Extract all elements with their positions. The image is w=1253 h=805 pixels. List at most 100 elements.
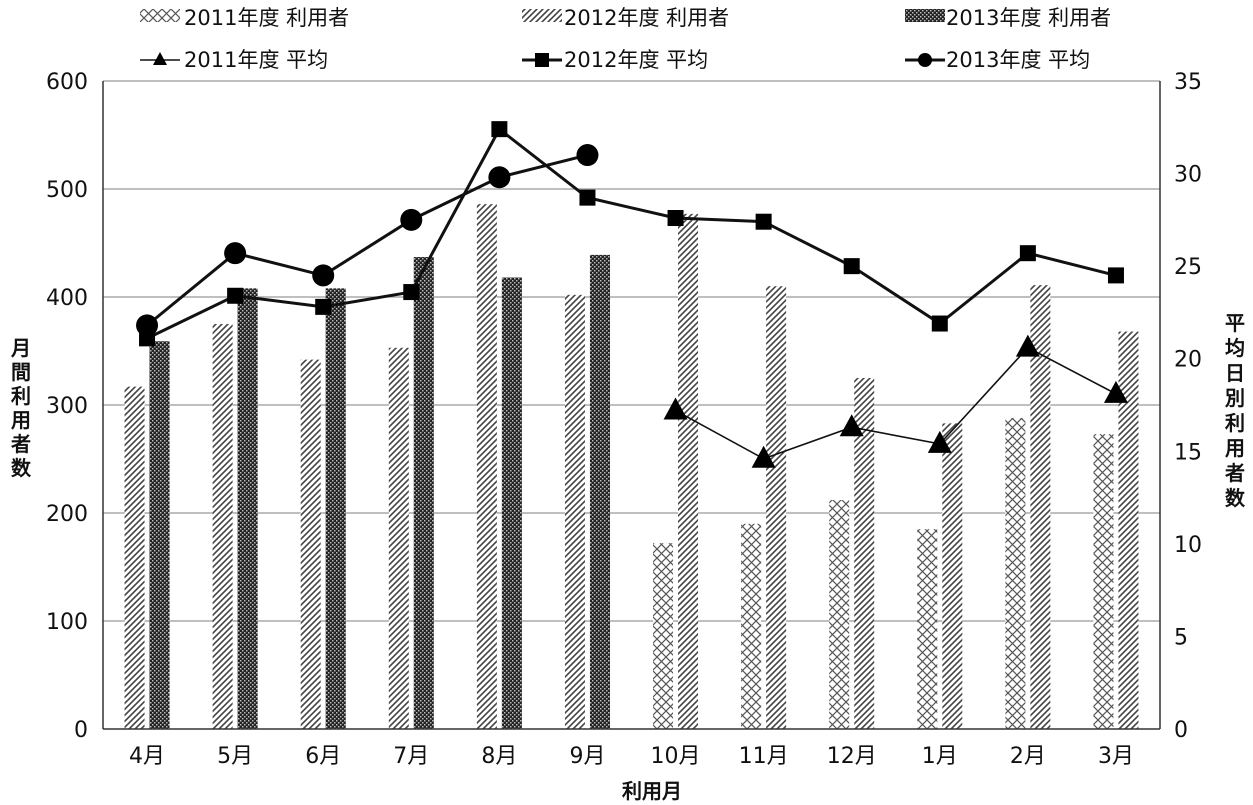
legend-label-2012-users: 2012年度 利用者 (564, 6, 729, 30)
bar-diagonal-10 (1030, 285, 1051, 729)
marker-square-4 (491, 121, 508, 138)
bar-crosshatch-8 (829, 500, 850, 729)
x-axis-title: 利用月 (622, 779, 682, 803)
y-tick-label-6: 600 (46, 70, 88, 95)
bar-diagonal-6 (678, 213, 699, 730)
marker-circle-4 (488, 166, 511, 189)
bar-dense-1 (237, 288, 258, 729)
marker-square-5 (579, 189, 596, 206)
legend-item-2011-users: 2011年度 利用者 (140, 6, 349, 30)
bar-diagonal-3 (388, 347, 409, 729)
marker-square-1 (227, 287, 244, 304)
x-tick-label-6: 10月 (651, 744, 701, 769)
x-tick-label-2: 6月 (305, 744, 341, 769)
y2-tick-label-0: 0 (1174, 718, 1188, 743)
legend-item-2012-avg: 2012年度 平均 (522, 48, 708, 72)
marker-triangle-5 (1103, 380, 1128, 403)
legend-label-2011-users: 2011年度 利用者 (184, 6, 349, 30)
bar-diagonal-7 (766, 286, 787, 729)
bar-diagonal-0 (124, 386, 145, 729)
x-tick-label-11: 3月 (1098, 744, 1134, 769)
y-title-char: 数 (11, 456, 32, 480)
legend-item-2012-users: 2012年度 利用者 (522, 6, 729, 30)
y-title-char: 間 (11, 360, 31, 384)
legend-label-2013-avg: 2013年度 平均 (946, 48, 1090, 72)
x-tick-label-4: 8月 (481, 744, 517, 769)
legend-item-2011-avg: 2011年度 平均 (140, 48, 328, 72)
marker-circle-1 (224, 242, 247, 265)
bar-diagonal-8 (854, 378, 875, 729)
marker-triangle-2 (839, 414, 864, 437)
marker-circle-0 (136, 314, 159, 337)
legend-marker-circle (918, 53, 932, 67)
marker-triangle-1 (751, 445, 776, 468)
y2-title-char: 者 (1224, 461, 1245, 485)
x-tick-label-10: 2月 (1010, 744, 1046, 769)
bar-dense-5 (589, 254, 610, 729)
lines (136, 121, 1128, 468)
bar-diagonal-2 (300, 359, 321, 729)
y2-title-char: 数 (1225, 486, 1246, 510)
legend-label-2012-avg: 2012年度 平均 (564, 48, 708, 72)
bar-dense-0 (149, 341, 170, 729)
legend-item-2013-users: 2013年度 利用者 (905, 6, 1111, 30)
y2-title-char: 別 (1225, 386, 1245, 410)
y2-tick-label-6: 30 (1174, 163, 1202, 188)
line-triangle-series (675, 346, 1117, 460)
bar-dense-3 (413, 257, 434, 729)
legend-label-2013-users: 2013年度 利用者 (946, 6, 1111, 30)
y-tick-label-4: 400 (46, 286, 88, 311)
bar-diagonal-4 (476, 204, 497, 729)
marker-triangle-0 (663, 397, 688, 420)
legend-swatch-2012-users (522, 9, 562, 22)
x-tick-label-8: 12月 (827, 744, 877, 769)
x-tick-label-9: 1月 (922, 744, 958, 769)
y-tick-label-2: 200 (46, 502, 88, 527)
bar-crosshatch-10 (1005, 417, 1026, 729)
bar-crosshatch-7 (741, 523, 762, 729)
legend: 2011年度 利用者 2012年度 利用者 2013年度 利用者 2011年度 … (140, 6, 1111, 72)
y2-title-char: 平 (1225, 311, 1245, 335)
bar-diagonal-9 (942, 423, 963, 729)
bar-crosshatch-9 (917, 529, 938, 729)
bar-dense-4 (501, 277, 522, 729)
marker-square-9 (931, 315, 948, 332)
legend-swatch-2011-users (140, 9, 180, 22)
y2-axis-title: 平均日別利用者数 (1224, 311, 1246, 510)
y-title-char: 月 (10, 336, 31, 360)
bar-diagonal-11 (1118, 331, 1139, 729)
x-tick-label-5: 9月 (569, 744, 605, 769)
y-axis-title: 月間利用者数 (10, 336, 32, 480)
grid-lines (103, 80, 1160, 622)
y2-tick-label-1: 5 (1174, 625, 1188, 650)
marker-circle-3 (400, 208, 423, 231)
axes (102, 81, 1161, 730)
legend-item-2013-avg: 2013年度 平均 (905, 48, 1090, 72)
bar-diagonal-1 (212, 324, 233, 729)
legend-swatch-2013-users (905, 9, 945, 22)
marker-circle-2 (312, 264, 335, 287)
y2-tick-label-3: 15 (1174, 440, 1202, 465)
marker-square-8 (843, 258, 860, 275)
legend-marker-triangle (153, 52, 167, 65)
y2-title-char: 用 (1225, 436, 1245, 460)
marker-square-2 (315, 298, 332, 315)
y-tick-label-0: 0 (74, 718, 88, 743)
y2-tick-label-4: 20 (1174, 348, 1202, 373)
marker-triangle-4 (1015, 334, 1040, 357)
marker-triangle-3 (927, 430, 952, 453)
x-tick-label-1: 5月 (217, 744, 253, 769)
x-tick-label-3: 7月 (393, 744, 429, 769)
y2-tick-label-2: 10 (1174, 533, 1202, 558)
marker-square-7 (755, 213, 772, 230)
y2-title-char: 日 (1225, 361, 1245, 385)
y-tick-label-1: 100 (46, 610, 88, 635)
tick-labels: 0 100 200 300 400 500 600 0 5 10 15 20 25 30 35 4月 5月 6月 7… (46, 70, 1202, 769)
y-title-char: 利 (11, 384, 31, 408)
y2-title-char: 利 (1225, 411, 1245, 435)
y2-tick-label-7: 35 (1174, 70, 1202, 95)
bar-crosshatch-11 (1093, 434, 1114, 729)
legend-marker-square (535, 53, 549, 67)
